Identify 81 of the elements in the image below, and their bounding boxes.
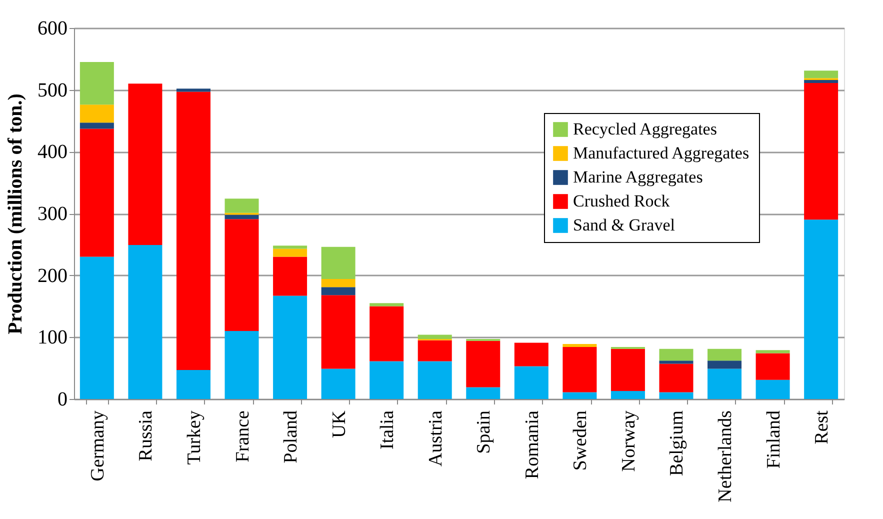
bar	[756, 353, 790, 380]
x-tick-label: Poland	[280, 410, 302, 464]
x-tick-label: UK	[328, 410, 350, 438]
bar	[321, 246, 356, 280]
y-tick-label: 0	[58, 388, 68, 410]
bar	[80, 256, 114, 399]
bar	[176, 92, 210, 370]
bar	[804, 83, 838, 220]
bar	[756, 350, 790, 354]
bar	[224, 219, 259, 331]
bar	[610, 348, 645, 391]
bar	[418, 334, 452, 340]
x-tick-label: Belgium	[666, 410, 688, 476]
bar	[514, 342, 548, 366]
bar	[418, 340, 452, 362]
bar	[562, 392, 597, 399]
x-tick-label: Netherlands	[715, 410, 736, 502]
bar	[128, 84, 162, 246]
x-tick-label: Russia	[136, 410, 157, 462]
legend-label: Recycled Aggregates	[573, 120, 717, 138]
bar	[659, 364, 694, 392]
bar	[659, 392, 694, 399]
bar	[273, 296, 308, 399]
y-tick-label: 200	[38, 264, 68, 287]
bar	[708, 368, 742, 399]
bar	[418, 361, 452, 399]
bar	[562, 344, 597, 348]
bar	[80, 62, 114, 105]
x-tick-label: Norway	[618, 410, 640, 472]
bar	[370, 361, 404, 399]
x-tick-label: Sweden	[570, 410, 592, 471]
x-tick-label: France	[232, 410, 254, 462]
y-tick-label: 400	[38, 141, 68, 164]
bar	[321, 368, 356, 399]
bar	[756, 380, 790, 399]
bar	[708, 348, 742, 361]
bar	[80, 128, 114, 257]
bar	[80, 122, 114, 129]
bar	[804, 80, 838, 84]
bar	[321, 295, 356, 369]
y-axis-title: Production (millions of ton.)	[4, 94, 26, 334]
bar	[370, 306, 404, 362]
legend-label: Manufactured Aggregates	[573, 144, 750, 162]
bar	[273, 256, 308, 296]
bar	[80, 104, 114, 123]
bar	[224, 330, 259, 399]
bar	[514, 366, 548, 399]
bar	[176, 370, 210, 399]
legend-label: Sand & Gravel	[573, 216, 676, 234]
y-tick-label: 300	[38, 203, 68, 225]
bar	[466, 340, 500, 388]
bar	[659, 348, 694, 361]
x-tick-label: Turkey	[184, 410, 205, 465]
bar	[176, 88, 210, 92]
bar	[224, 198, 259, 213]
legend-label: Marine Aggregates	[573, 168, 703, 186]
x-tick-label: Germany	[87, 410, 108, 482]
bar	[273, 248, 308, 257]
bar	[321, 279, 356, 288]
bar	[708, 360, 742, 369]
bar	[224, 214, 259, 220]
bar	[321, 287, 356, 296]
y-tick-label: 600	[38, 18, 68, 40]
bar	[370, 303, 404, 306]
bar	[610, 390, 645, 399]
bar	[562, 347, 597, 392]
x-tick-label: Romania	[522, 410, 543, 480]
x-tick-label: Spain	[474, 410, 495, 454]
legend-label: Crushed Rock	[573, 192, 670, 210]
x-tick-label: Italia	[377, 410, 398, 450]
y-tick-label: 100	[38, 326, 68, 349]
bar	[804, 70, 838, 78]
y-tick-label: 500	[38, 79, 68, 102]
bar	[273, 246, 308, 249]
bar	[128, 245, 162, 399]
x-tick-label: Rest	[812, 410, 833, 444]
x-tick-label: Finland	[763, 410, 784, 469]
bar	[659, 360, 694, 364]
x-tick-label: Austria	[425, 410, 446, 466]
bar	[804, 220, 838, 399]
bar	[466, 387, 500, 399]
